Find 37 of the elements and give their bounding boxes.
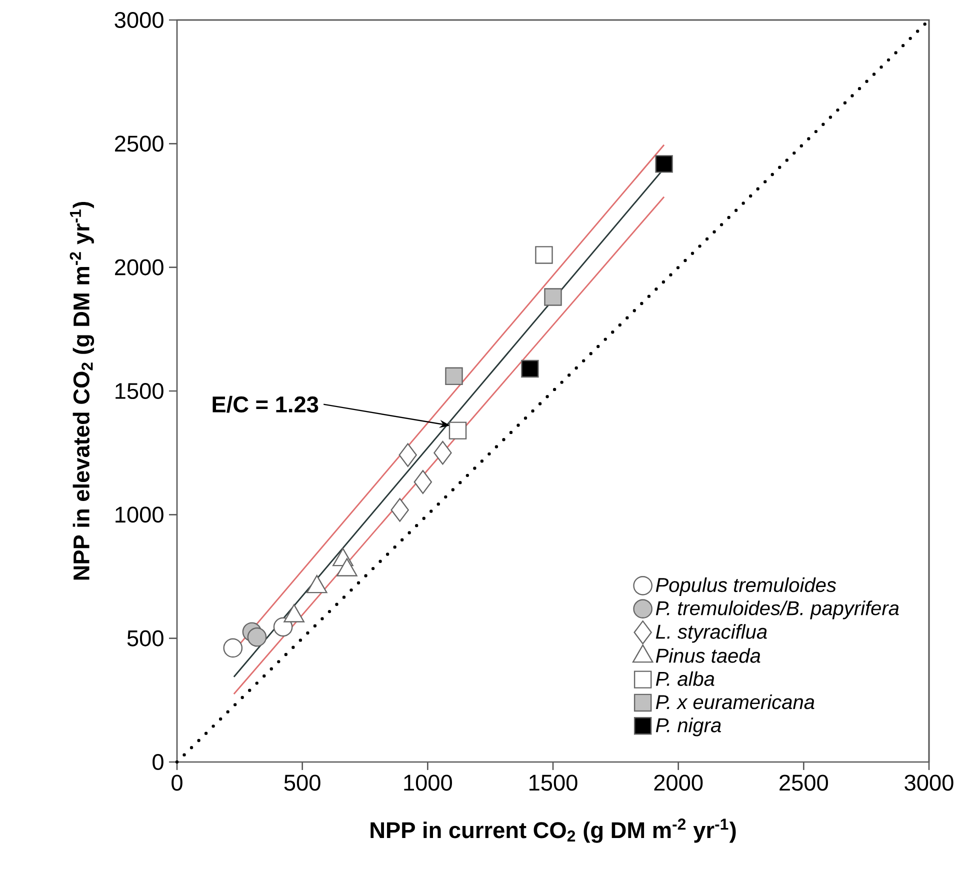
x-axis-title: NPP in current CO$_{2}$ (g DM m$^{-2}$ yr$^{-1}$) xyxy=(370,818,736,843)
legend-label: P. tremuloides/B. papyrifera xyxy=(656,600,899,620)
point xyxy=(390,498,409,522)
point xyxy=(398,443,417,467)
x-tick-label: 1000 xyxy=(404,774,452,791)
point xyxy=(223,638,243,658)
point xyxy=(247,627,267,647)
point xyxy=(544,288,562,306)
legend-label: P. nigra xyxy=(656,718,721,736)
legend-label: Populus tremuloides xyxy=(656,577,836,596)
x-tick-label: 0 xyxy=(172,774,182,791)
point xyxy=(535,246,553,264)
x-tick-label: 2500 xyxy=(780,774,828,791)
y-tick-label: 1500 xyxy=(116,382,164,400)
point xyxy=(521,360,539,378)
x-tick-label: 2000 xyxy=(654,774,703,791)
x-tick-label: 3000 xyxy=(904,774,954,791)
point xyxy=(414,470,432,494)
y-tick-label: 2000 xyxy=(115,259,164,276)
y-tick-label: 2500 xyxy=(115,136,164,152)
x-tick-label: 1500 xyxy=(530,774,578,791)
point xyxy=(434,440,452,465)
legend-label: Pinus taeda xyxy=(656,648,760,663)
point xyxy=(445,367,463,386)
legend-label: P. x euramericana xyxy=(656,694,814,710)
legend-label: P. alba xyxy=(656,671,714,686)
point xyxy=(655,155,673,173)
y-tick-label: 3000 xyxy=(114,12,164,28)
y-tick-label: 500 xyxy=(127,630,164,646)
y-tick-label: 0 xyxy=(152,754,164,770)
annotation: E/C = 1.23 xyxy=(212,396,318,413)
y-tick-label: 1000 xyxy=(116,506,164,523)
y-axis-title: NPP in elevated CO$_{2}$ (g DM m$^{-2}$ yr$^{-1}$) xyxy=(70,202,94,580)
legend-label: L. styraciflua xyxy=(656,624,767,643)
point xyxy=(273,617,293,637)
point xyxy=(448,422,467,440)
x-tick-label: 500 xyxy=(284,774,320,791)
